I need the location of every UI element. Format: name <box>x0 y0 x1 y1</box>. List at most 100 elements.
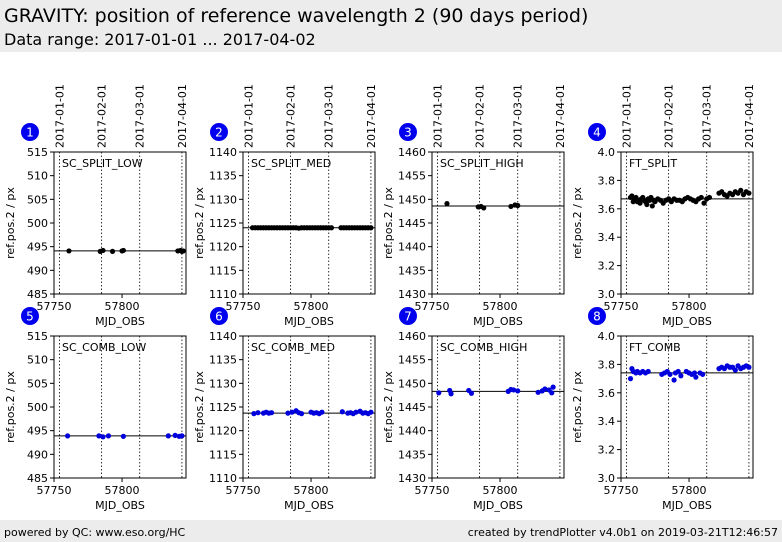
data-point <box>444 200 450 207</box>
data-point <box>120 247 127 254</box>
x-tick-label: 57800 <box>483 300 518 313</box>
x-tick-label: 57750 <box>37 484 72 497</box>
y-axis-label: ref.pos.2 / px <box>4 371 17 443</box>
data-point <box>649 203 655 209</box>
y-axis-label: ref.pos.2 / px <box>193 371 206 443</box>
data-point <box>550 384 556 390</box>
data-point <box>732 367 738 373</box>
data-point <box>368 409 374 415</box>
data-point <box>319 409 325 415</box>
data-point <box>172 432 178 438</box>
y-axis-label: ref.pos.2 / px <box>382 371 395 443</box>
y-tick-label: 1435 <box>398 448 426 461</box>
data-point <box>549 390 555 396</box>
data-point <box>738 187 744 193</box>
y-tick-label: 500 <box>27 217 48 230</box>
data-point <box>328 225 335 231</box>
date-label: 2017-03-01 <box>701 84 714 148</box>
y-tick-label: 495 <box>27 241 48 254</box>
y-tick-label: 3.4 <box>598 415 616 428</box>
y-tick-label: 505 <box>27 377 48 390</box>
data-point <box>165 433 171 439</box>
date-label: 2017-04-01 <box>554 84 567 148</box>
x-tick-label: 57750 <box>226 300 261 313</box>
data-point <box>96 433 102 439</box>
x-tick-label: 57750 <box>604 484 639 497</box>
y-tick-label: 1125 <box>209 401 237 414</box>
panel-number-badge <box>21 123 39 141</box>
plot-frame <box>431 335 565 479</box>
data-point <box>65 433 71 439</box>
date-label: 2017-02-01 <box>663 84 676 148</box>
panel-number: 6 <box>215 310 223 324</box>
y-tick-label: 1435 <box>398 264 426 277</box>
data-point <box>511 387 517 393</box>
y-axis-label: ref.pos.2 / px <box>193 187 206 259</box>
data-point <box>746 190 752 196</box>
y-tick-label: 500 <box>27 401 48 414</box>
data-point <box>436 390 442 396</box>
y-tick-label: 495 <box>27 425 48 438</box>
y-axis-label: ref.pos.2 / px <box>382 187 395 259</box>
date-label: 2017-01-01 <box>53 84 66 148</box>
data-point <box>120 433 127 439</box>
x-axis-label: MJD_OBS <box>662 315 712 328</box>
footer: powered by QC: www.eso.org/HC created by… <box>0 520 782 542</box>
plot-frame <box>53 335 187 479</box>
data-point <box>627 376 634 382</box>
y-tick-label: 1430 <box>398 288 426 301</box>
date-label: 2017-04-01 <box>743 84 756 148</box>
data-point <box>706 194 713 201</box>
date-label: 2017-01-01 <box>431 84 444 148</box>
data-point <box>645 368 651 375</box>
data-point <box>693 374 699 380</box>
date-label: 2017-01-01 <box>620 84 633 148</box>
y-tick-label: 485 <box>27 472 48 485</box>
header: GRAVITY: position of reference wavelengt… <box>0 0 782 52</box>
y-tick-label: 1140 <box>209 146 237 159</box>
y-axis-label: ref.pos.2 / px <box>571 371 584 443</box>
panel-number: 8 <box>593 310 601 324</box>
y-tick-label: 3.6 <box>598 387 616 400</box>
data-point <box>368 225 374 231</box>
plot-frame <box>53 151 187 295</box>
y-tick-label: 490 <box>27 264 48 277</box>
panel-4: 3.0 3.2 3.4 3.6 3.8 4.0 57750 57800 MJD_OBS ref.p… <box>571 84 756 328</box>
y-tick-label: 1115 <box>209 264 237 277</box>
panel-number-badge <box>21 307 39 325</box>
data-point <box>180 248 186 254</box>
y-tick-label: 3.0 <box>598 288 616 301</box>
y-tick-label: 4.0 <box>598 146 616 159</box>
panel-number-badge <box>399 123 417 141</box>
data-point <box>667 371 673 377</box>
y-tick-label: 1120 <box>209 425 237 438</box>
x-tick-label: 57750 <box>415 300 450 313</box>
plot-frame <box>431 151 565 295</box>
y-tick-label: 1125 <box>209 217 237 230</box>
x-axis-label: MJD_OBS <box>662 499 712 512</box>
panel-title: SC_COMB_HIGH <box>440 341 527 354</box>
y-axis-label: ref.pos.2 / px <box>4 187 17 259</box>
panel-3: 1430 1435 1440 1445 1450 1455 1460 57750 57800 MJ… <box>382 84 567 328</box>
data-point <box>644 201 650 208</box>
x-axis-label: MJD_OBS <box>473 499 523 512</box>
x-tick-label: 57750 <box>604 300 639 313</box>
data-point <box>105 433 112 439</box>
x-axis-label: MJD_OBS <box>284 315 334 328</box>
x-tick-label: 57750 <box>37 300 72 313</box>
plot-frame <box>242 151 376 295</box>
data-point <box>298 411 305 417</box>
date-label: 2017-04-01 <box>176 84 189 148</box>
panel-number: 3 <box>404 126 412 140</box>
data-point <box>629 193 635 199</box>
y-tick-label: 1135 <box>209 170 237 183</box>
panel-number-badge <box>399 307 417 325</box>
x-tick-label: 57800 <box>294 300 329 313</box>
panel-number-badge <box>210 307 228 325</box>
y-tick-label: 3.8 <box>598 174 616 187</box>
y-tick-label: 3.2 <box>598 260 616 273</box>
date-label: 2017-02-01 <box>285 84 298 148</box>
plot-frame <box>242 335 376 479</box>
